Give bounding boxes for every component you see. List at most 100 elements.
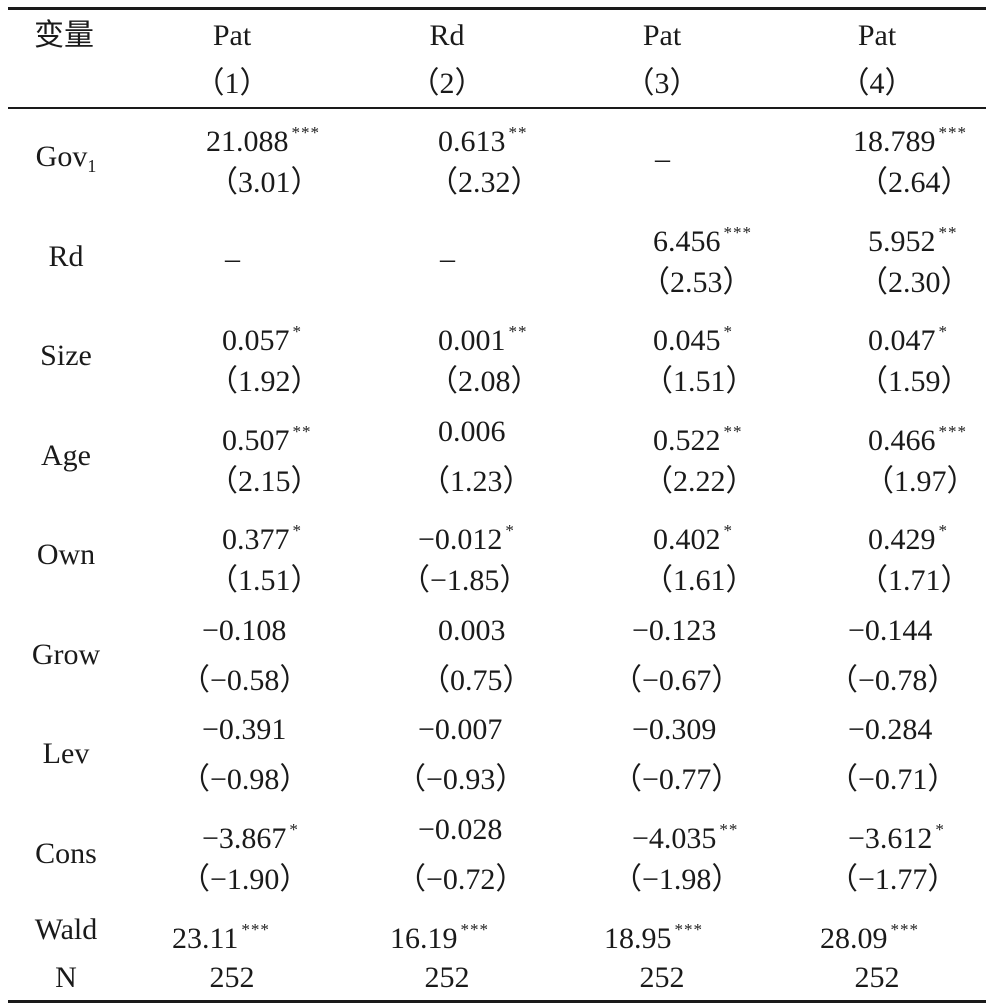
t-statistic: （−0.58）: [180, 663, 310, 697]
significance-stars: **: [508, 322, 528, 341]
row-label-text: Cons: [35, 836, 97, 870]
coefficient-value: 0.057: [222, 324, 290, 357]
coefficient-value: −0.123: [632, 613, 717, 647]
coefficient-value: 0.003: [438, 613, 506, 647]
t-statistic: （−0.93）: [396, 763, 526, 796]
significance-stars: *: [505, 521, 515, 540]
t-statistic: （1.61）: [643, 564, 756, 597]
coefficient-value: −0.012: [418, 523, 503, 556]
t-statistic: （−1.77）: [828, 862, 958, 896]
row-label-text: Grow: [31, 637, 101, 671]
coefficient-cell: −0.007: [418, 712, 502, 748]
n-label: N: [55, 961, 77, 994]
t-statistic: （2.32）: [428, 166, 541, 199]
t-statistic: （−0.72）: [396, 862, 526, 896]
col-4-num: （4）: [839, 67, 915, 100]
t-statistic: （1.23）: [420, 464, 533, 498]
row-label: Size: [0, 338, 146, 374]
coefficient-value: 0.466: [868, 423, 936, 457]
coefficient-cell: 0.057 *: [222, 314, 302, 359]
coefficient-cell: 0.045 *: [653, 314, 733, 359]
significance-stars: ***: [460, 920, 489, 939]
wald-value: 23.11: [172, 922, 239, 955]
coefficient-cell: 5.952 **: [868, 215, 958, 260]
coefficient-cell: 6.456 ***: [653, 215, 752, 260]
coefficient-value: 21.088: [206, 125, 289, 158]
significance-stars: *: [292, 322, 302, 341]
col-1-dep: Pat: [212, 19, 252, 52]
t-statistic: （0.75）: [420, 663, 533, 697]
coefficient-value: 0.429: [868, 523, 936, 556]
coefficient-value: 0.001: [438, 324, 506, 357]
coefficient-value: −0.144: [848, 613, 933, 647]
significance-stars: ***: [938, 421, 967, 441]
row-label-text: Gov: [35, 140, 88, 173]
row-label: Lev: [0, 736, 146, 772]
coefficient-value: 5.952: [868, 224, 936, 258]
t-statistic: （2.53）: [640, 265, 753, 299]
significance-stars: *: [292, 521, 302, 540]
wald-cell: 23.11 ***: [172, 912, 270, 957]
coefficient-value: 6.456: [653, 224, 721, 258]
col-3-num: （3）: [624, 67, 700, 100]
coefficient-value: −3.612: [848, 821, 933, 855]
t-statistic: （2.30）: [858, 265, 971, 299]
significance-stars: *: [935, 819, 945, 839]
bottom-rule: [8, 1000, 986, 1003]
coefficient-cell: −0.123: [632, 613, 716, 649]
significance-stars: ***: [938, 123, 967, 142]
wald-label: Wald: [34, 913, 98, 946]
t-statistic: （−1.98）: [612, 862, 742, 896]
t-statistic: （1.71）: [858, 564, 971, 597]
row-label-text: Own: [36, 538, 96, 571]
coefficient-value: −4.035: [632, 821, 717, 855]
coefficient-cell: 0.006: [438, 414, 506, 450]
t-statistic: （2.15）: [208, 464, 321, 498]
significance-stars: *: [938, 521, 948, 540]
t-statistic: （1.51）: [643, 365, 756, 398]
significance-stars: ***: [241, 920, 270, 939]
coefficient-cell: −0.108: [202, 613, 286, 649]
row-label: Gov1: [0, 139, 146, 184]
wald-value: 16.19: [390, 922, 458, 955]
wald-value: 18.95: [604, 922, 672, 955]
coefficient-cell: −3.867 *: [202, 812, 299, 857]
n-value: 252: [424, 961, 470, 994]
coefficient-cell: −0.284: [848, 712, 932, 748]
coefficient-cell: 0.429 *: [868, 513, 948, 558]
row-label-subscript: 1: [87, 156, 97, 176]
coefficient-value: 0.047: [868, 324, 936, 357]
coefficient-cell: −0.309: [632, 712, 716, 748]
empty-cell-dash: –: [440, 241, 455, 275]
significance-stars: *: [938, 322, 948, 341]
t-statistic: （1.97）: [864, 464, 977, 498]
t-statistic: （−0.98）: [180, 763, 310, 796]
t-statistic: （−0.71）: [828, 763, 958, 796]
row-label: Rd: [0, 239, 146, 275]
coefficient-value: 0.045: [653, 324, 721, 357]
coefficient-cell: −0.028: [418, 812, 502, 848]
row-label: Own: [0, 537, 146, 573]
t-statistic: （−1.85）: [400, 564, 530, 597]
coefficient-value: 0.377: [222, 523, 290, 556]
t-statistic: （−1.90）: [180, 862, 310, 896]
significance-stars: **: [723, 421, 743, 441]
t-statistic: （−0.78）: [828, 663, 958, 697]
n-value: 252: [854, 961, 900, 994]
empty-cell-dash: –: [655, 142, 670, 175]
significance-stars: *: [289, 819, 299, 839]
significance-stars: ***: [674, 920, 703, 939]
significance-stars: **: [292, 421, 312, 441]
n-value: 252: [209, 961, 255, 994]
t-statistic: （1.92）: [208, 365, 321, 398]
row-label: Age: [0, 438, 146, 474]
top-rule: [8, 7, 986, 10]
col-4-dep: Pat: [857, 19, 897, 52]
row-label-text: Age: [41, 438, 91, 472]
t-statistic: （2.64）: [858, 166, 971, 199]
coefficient-value: 0.006: [438, 414, 506, 448]
significance-stars: *: [723, 521, 733, 540]
col-2-num: （2）: [409, 67, 485, 100]
coefficient-value: 0.613: [438, 125, 506, 158]
coefficient-cell: 0.613 **: [438, 115, 528, 160]
